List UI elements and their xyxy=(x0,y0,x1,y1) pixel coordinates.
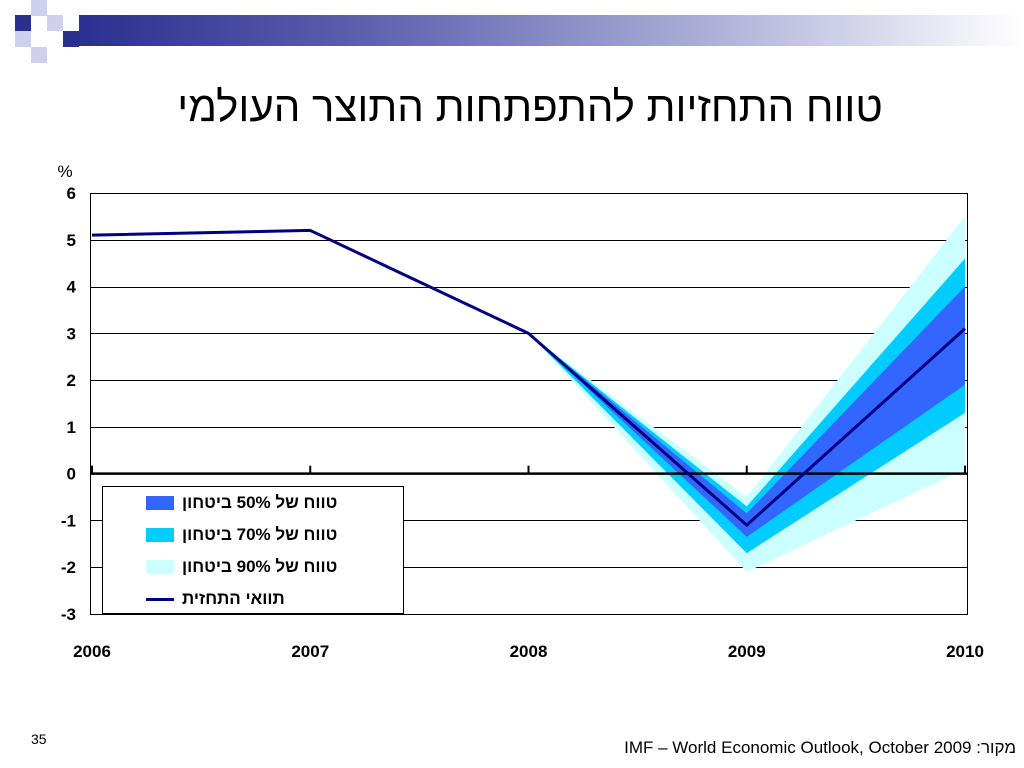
legend-item-forecast: תוואי התחזית xyxy=(103,589,403,609)
source-note: מקור: IMF – World Economic Outlook, Octo… xyxy=(624,738,1016,757)
decor-square xyxy=(15,31,31,47)
x-tick-label: 2006 xyxy=(73,642,111,661)
legend-swatch-50 xyxy=(146,496,174,510)
legend-label-70: טווח של 70% ביטחון xyxy=(182,525,338,544)
forecast-line xyxy=(91,228,967,527)
legend-line-forecast xyxy=(146,598,174,601)
y-tick-label: 0 xyxy=(67,465,76,484)
y-tick-label: 2 xyxy=(67,371,76,390)
decor-square xyxy=(63,31,79,47)
legend-item-50: טווח של 50% ביטחון xyxy=(103,493,403,513)
legend-item-90: טווח של 90% ביטחון xyxy=(103,557,403,577)
legend-swatch-70 xyxy=(146,528,174,542)
legend-item-70: טווח של 70% ביטחון xyxy=(103,525,403,545)
y-tick-label: 5 xyxy=(67,231,76,250)
x-tick-label: 2010 xyxy=(946,642,984,661)
y-tick-label: -2 xyxy=(61,558,76,577)
legend-label-50: טווח של 50% ביטחון xyxy=(182,493,338,512)
y-tick-label: -3 xyxy=(61,605,76,624)
band-70 xyxy=(528,258,965,554)
decor-square xyxy=(15,15,31,31)
y-axis-label: % xyxy=(57,162,72,181)
x-tick-label: 2008 xyxy=(510,642,548,661)
y-tick-label: 4 xyxy=(67,278,77,297)
legend-swatch-90 xyxy=(146,560,174,574)
legend: טווח של 50% ביטחון טווח של 70% ביטחון טו… xyxy=(102,486,404,614)
slide-title: טווח התחזיות להתפתחות התוצר העולמי xyxy=(177,83,883,130)
y-tick-label: 1 xyxy=(67,418,76,437)
y-tick-label: -1 xyxy=(61,511,76,530)
decor-square xyxy=(47,15,63,31)
decor-square xyxy=(31,47,47,63)
decor-square xyxy=(31,0,47,16)
band-90 xyxy=(528,216,965,572)
y-tick-label: 3 xyxy=(67,324,76,343)
legend-label-90: טווח של 90% ביטחון xyxy=(182,557,338,576)
y-tick-label: 6 xyxy=(67,184,76,203)
slide-number: 35 xyxy=(31,731,47,747)
header-gradient-bar xyxy=(79,15,1024,46)
x-tick-label: 2009 xyxy=(728,642,766,661)
legend-label-forecast: תוואי התחזית xyxy=(182,589,285,608)
x-tick-label: 2007 xyxy=(291,642,329,661)
